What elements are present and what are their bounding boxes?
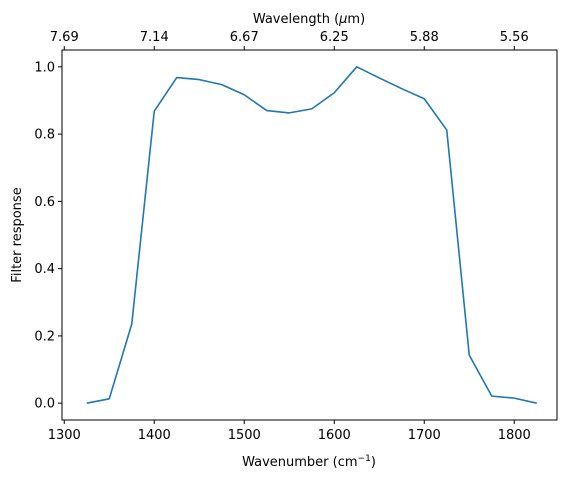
plot-marks: 1300 1400 1500 1600 1700 1800 7.69 7.14 6.67 6.25… <box>34 30 537 443</box>
filter-response-line <box>86 66 537 404</box>
top-x-tick-label: 5.88 <box>410 30 439 45</box>
top-x-tick-label: 7.69 <box>50 30 79 45</box>
y-tick-label: 1.0 <box>34 60 55 75</box>
y-tick-label: 0.4 <box>34 262 55 277</box>
top-x-axis-title: Wavelength (μm) <box>253 12 365 27</box>
x-tick-label: 1700 <box>408 428 441 443</box>
x-tick-label: 1400 <box>138 428 171 443</box>
y-tick-label: 0.0 <box>34 397 55 412</box>
top-x-tick-label: 6.25 <box>320 30 349 45</box>
y-tick-label: 0.8 <box>34 128 55 143</box>
plot-frame <box>61 49 558 421</box>
x-tick-label: 1800 <box>498 428 531 443</box>
x-tick-label: 1300 <box>48 428 81 443</box>
x-tick-label: 1500 <box>228 428 261 443</box>
y-tick-label: 0.6 <box>34 195 55 210</box>
y-tick-label: 0.2 <box>34 329 55 344</box>
top-x-tick-label: 7.14 <box>140 30 169 45</box>
x-axis-title: Wavenumber (cm−1) <box>242 454 376 470</box>
top-x-tick-label: 6.67 <box>230 30 259 45</box>
x-tick-label: 1600 <box>318 428 351 443</box>
top-x-tick-label: 5.56 <box>500 30 529 45</box>
y-axis-title: Filter response <box>10 187 25 282</box>
